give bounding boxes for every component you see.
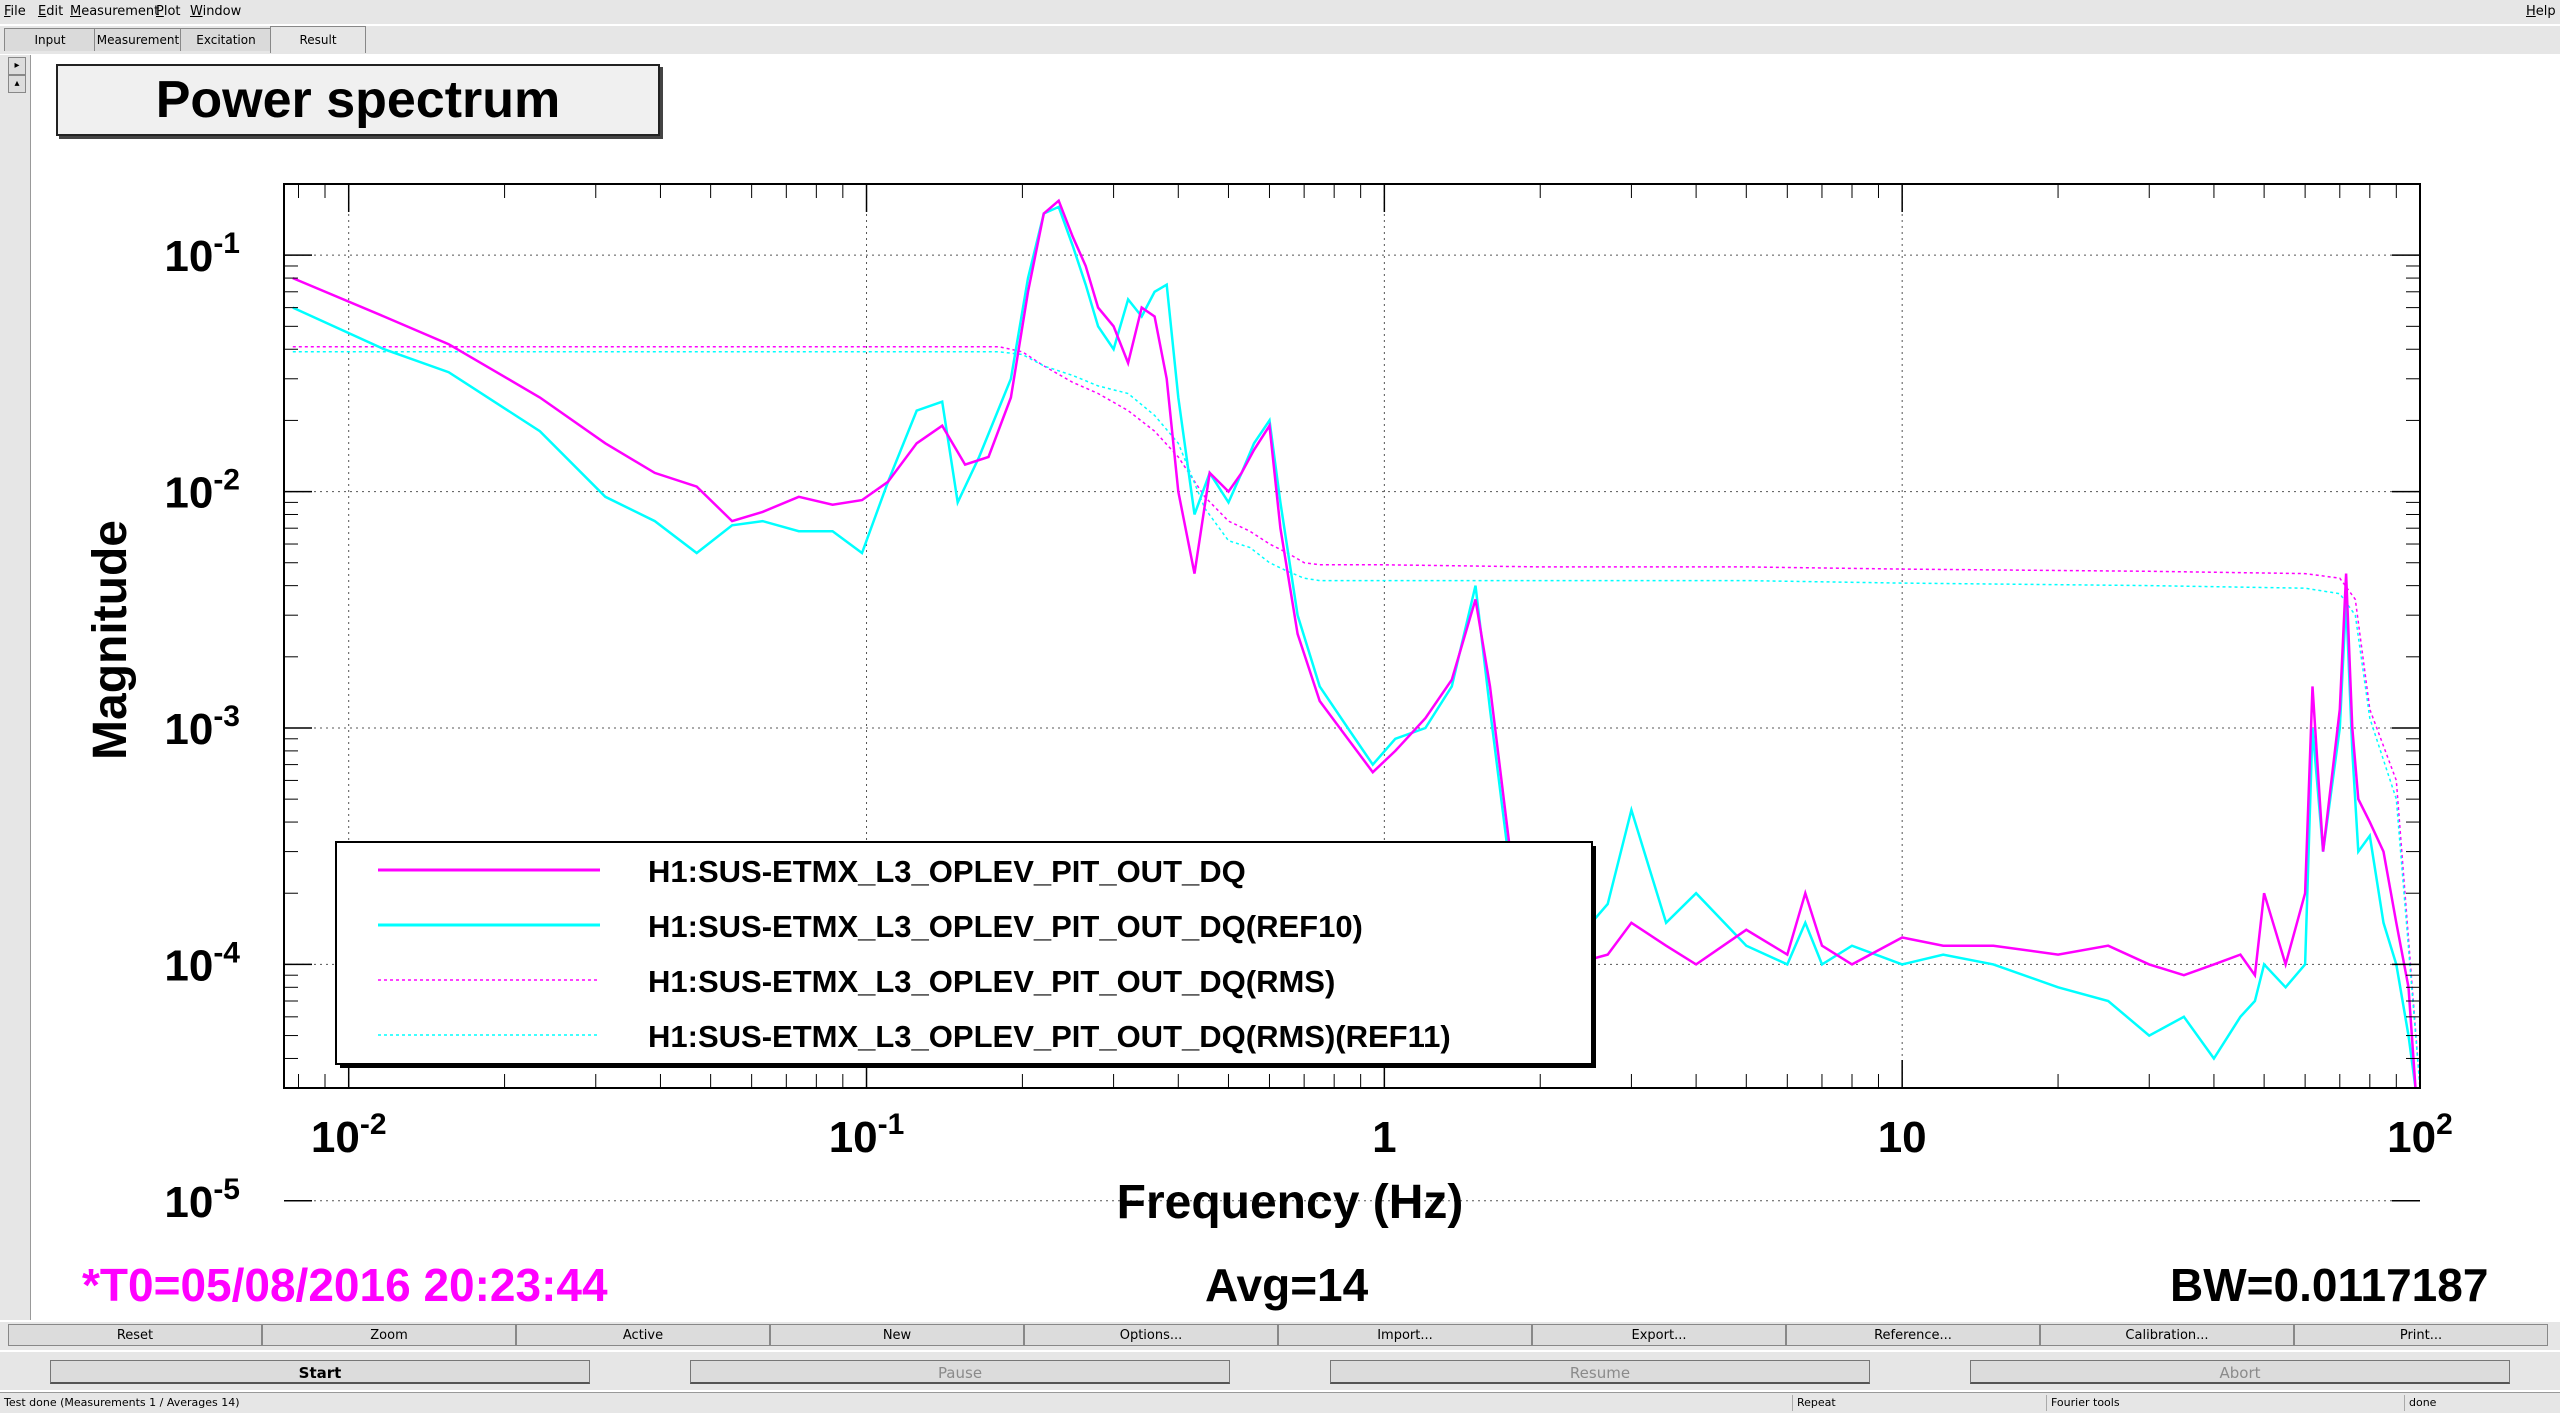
legend: H1:SUS-ETMX_L3_OPLEV_PIT_OUT_DQ H1:SUS-ET… xyxy=(335,841,1596,1068)
menu-plot[interactable]: Plot xyxy=(156,4,181,19)
series-line-3 xyxy=(292,351,2421,1089)
x-tick-label: 102 xyxy=(2387,1108,2453,1162)
x-tick-label: 10 xyxy=(1878,1113,1927,1162)
x-tick-label: 10-1 xyxy=(829,1108,905,1162)
reset-button[interactable]: Reset xyxy=(8,1324,262,1346)
plot-frame xyxy=(283,183,2421,1089)
y-tick-label: 10-5 xyxy=(164,1173,240,1227)
y-tick-label: 10-2 xyxy=(164,464,240,518)
avg-label: Avg=14 xyxy=(1205,1259,1369,1311)
status-state: done xyxy=(2404,1395,2436,1411)
tab-result[interactable]: Result xyxy=(270,26,366,53)
tab-measurement[interactable]: Measurement xyxy=(94,28,182,51)
legend-label-1: H1:SUS-ETMX_L3_OPLEV_PIT_OUT_DQ(REF10) xyxy=(648,909,1363,944)
export-button[interactable]: Export... xyxy=(1532,1324,1786,1346)
series-line-1 xyxy=(292,205,2417,1089)
reference-button[interactable]: Reference... xyxy=(1786,1324,2040,1346)
t0-label: *T0=05/08/2016 20:23:44 xyxy=(82,1259,608,1311)
resume-button[interactable]: Resume xyxy=(1330,1360,1870,1384)
legend-label-3: H1:SUS-ETMX_L3_OPLEV_PIT_OUT_DQ(RMS)(REF… xyxy=(648,1019,1451,1054)
abort-button[interactable]: Abort xyxy=(1970,1360,2510,1384)
series-line-0 xyxy=(292,198,2417,1089)
tab-bar: Input Measurement Excitation Result xyxy=(0,26,2560,54)
menu-help[interactable]: Help xyxy=(2526,4,2556,19)
legend-label-0: H1:SUS-ETMX_L3_OPLEV_PIT_OUT_DQ xyxy=(648,854,1246,889)
active-button[interactable]: Active xyxy=(516,1324,770,1346)
print-button[interactable]: Print... xyxy=(2294,1324,2548,1346)
import-button[interactable]: Import... xyxy=(1278,1324,1532,1346)
expand-right-arrow-icon[interactable]: ▸ xyxy=(8,57,26,75)
menu-measurement[interactable]: Measurement xyxy=(70,4,160,19)
plot-pad[interactable] xyxy=(30,55,2551,1320)
menu-window[interactable]: Window xyxy=(190,4,242,19)
measurement-control-bar: Start Pause Resume Abort xyxy=(0,1352,2560,1390)
status-tools: Fourier tools xyxy=(2046,1395,2120,1411)
series-layer xyxy=(292,198,2421,1089)
left-panel: ▸ ▴ xyxy=(0,55,30,1320)
y-tick-label: 10-1 xyxy=(164,227,240,281)
status-message: Test done (Measurements 1 / Averages 14) xyxy=(4,1396,240,1409)
plot-button-bar: Reset Zoom Active New Options... Import.… xyxy=(0,1322,2560,1350)
power-spectrum-chart[interactable]: 10-2 10-1 1 10 102 10-1 10-2 10-3 10-4 10-5 H1:SU… xyxy=(0,0,2560,1320)
y-axis-label: Magnitude xyxy=(84,520,137,760)
x-axis-label: Frequency (Hz) xyxy=(1117,1176,1464,1229)
x-tick-label: 1 xyxy=(1372,1113,1396,1162)
legend-box xyxy=(335,841,1593,1065)
y-tick-label: 10-3 xyxy=(164,700,240,754)
plot-title-box: Power spectrum xyxy=(56,64,660,136)
bw-label: BW=0.0117187 xyxy=(2170,1259,2489,1311)
zoom-button[interactable]: Zoom xyxy=(262,1324,516,1346)
new-button[interactable]: New xyxy=(770,1324,1024,1346)
tab-input[interactable]: Input xyxy=(4,28,96,51)
axes-layer: 10-2 10-1 1 10 102 10-1 10-2 10-3 10-4 10-5 xyxy=(164,183,2453,1227)
y-tick-label: 10-4 xyxy=(164,936,240,990)
pause-button[interactable]: Pause xyxy=(690,1360,1230,1384)
start-button[interactable]: Start xyxy=(50,1360,590,1384)
options-button[interactable]: Options... xyxy=(1024,1324,1278,1346)
legend-label-2: H1:SUS-ETMX_L3_OPLEV_PIT_OUT_DQ(RMS) xyxy=(648,964,1335,999)
x-tick-label: 10-2 xyxy=(311,1108,387,1162)
menu-file[interactable]: File xyxy=(4,4,26,19)
status-repeat: Repeat xyxy=(1792,1395,1836,1411)
menu-edit[interactable]: Edit xyxy=(38,4,64,19)
menu-bar: File Edit Measurement Plot Window Help xyxy=(0,0,2560,24)
status-bar: Test done (Measurements 1 / Averages 14)… xyxy=(0,1392,2560,1413)
collapse-up-arrow-icon[interactable]: ▴ xyxy=(8,75,26,93)
plot-title: Power spectrum xyxy=(155,71,561,129)
calibration-button[interactable]: Calibration... xyxy=(2040,1324,2294,1346)
